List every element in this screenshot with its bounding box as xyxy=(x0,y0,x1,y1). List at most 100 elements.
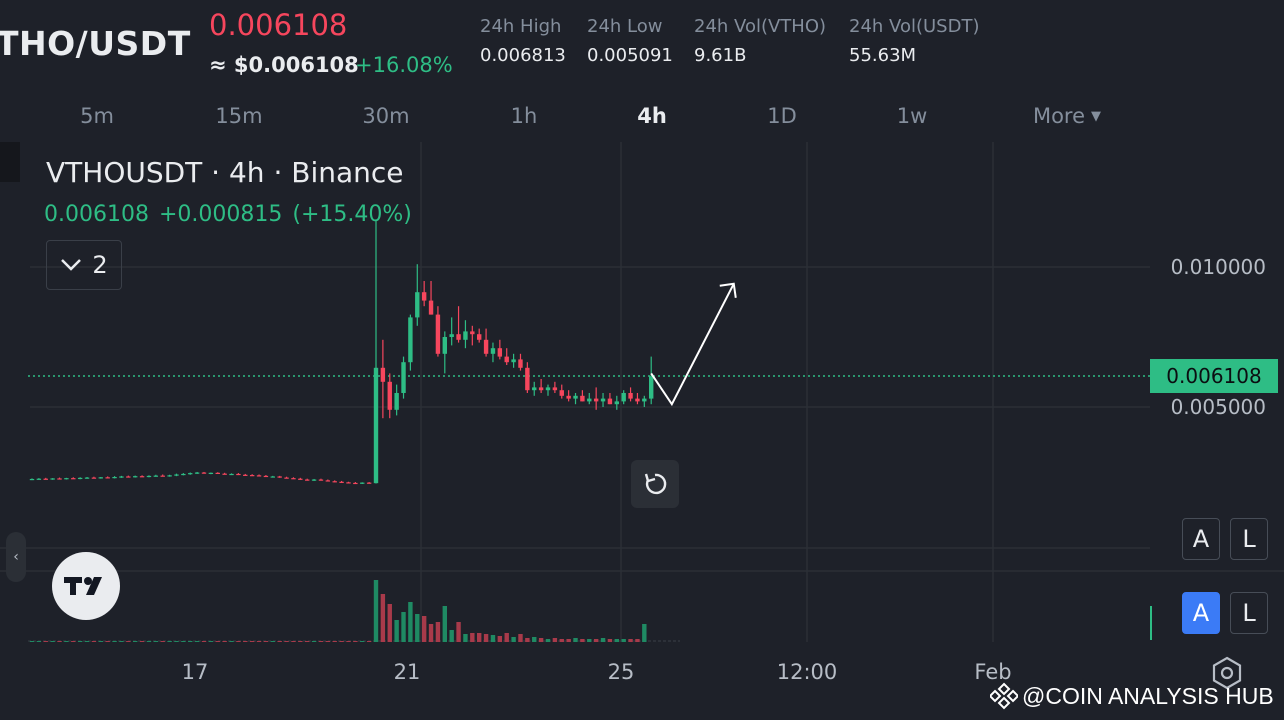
volume-bar xyxy=(133,641,138,642)
candle-body xyxy=(532,387,537,391)
volume-bar xyxy=(511,637,516,642)
candle-body xyxy=(621,393,626,402)
legend-pct-change: (+15.40%) xyxy=(292,202,412,227)
candle-body xyxy=(449,334,454,337)
candle-body xyxy=(628,393,633,399)
candle-body xyxy=(421,292,427,301)
volume-auto-scale-button[interactable]: A xyxy=(1182,592,1220,634)
candle-body xyxy=(477,334,482,340)
volume-bar xyxy=(236,641,241,642)
candle-body xyxy=(580,395,585,402)
candle-body xyxy=(153,475,159,477)
chart-area[interactable] xyxy=(0,142,1284,720)
chevron-left-icon[interactable]: ‹ xyxy=(6,532,26,582)
candle-body xyxy=(215,472,220,474)
volume-bar xyxy=(614,639,619,642)
volume-bar xyxy=(442,606,447,642)
stat-24h-vol-base: 24h Vol(VTHO) 9.61B xyxy=(694,16,826,66)
volume-bar xyxy=(188,641,193,642)
volume-bar xyxy=(201,641,207,642)
candle-body xyxy=(305,479,310,481)
candle-body xyxy=(415,292,420,318)
volume-bar xyxy=(566,639,571,642)
arrowhead-icon xyxy=(719,282,737,298)
volume-bar xyxy=(332,641,337,642)
candle-body xyxy=(249,475,255,477)
volume-log-scale-button[interactable]: L xyxy=(1230,592,1268,634)
time-axis-label: 25 xyxy=(607,660,635,684)
candle-body xyxy=(456,334,461,340)
tradingview-logo[interactable] xyxy=(52,552,120,620)
candle-body xyxy=(518,359,523,368)
candle-body xyxy=(105,477,110,479)
volume-bar xyxy=(57,641,62,642)
volume-bar xyxy=(600,638,606,642)
stat-24h-low: 24h Low 0.005091 xyxy=(587,16,673,66)
candle-body xyxy=(139,476,145,478)
stat-24h-high: 24h High 0.006813 xyxy=(480,16,566,66)
tab-4h[interactable]: 4h xyxy=(637,104,667,128)
settings-icon[interactable] xyxy=(1210,656,1244,690)
volume-bar xyxy=(339,641,344,642)
volume-bar xyxy=(174,641,179,642)
tab-5m[interactable]: 5m xyxy=(80,104,114,128)
stat-value: 0.005091 xyxy=(587,45,673,66)
volume-bar xyxy=(380,594,386,642)
candle-body xyxy=(91,477,97,479)
candle-body xyxy=(573,395,578,399)
volume-bar xyxy=(77,641,83,642)
candle-body xyxy=(222,473,227,475)
auto-scale-button[interactable]: A xyxy=(1182,518,1220,560)
tab-1d[interactable]: 1D xyxy=(767,104,797,128)
candle-body xyxy=(256,475,262,477)
reset-chart-button[interactable] xyxy=(631,460,679,508)
stat-value: 0.006813 xyxy=(480,45,566,66)
candle-body xyxy=(112,477,117,479)
candle-body xyxy=(394,393,399,410)
tab-15m[interactable]: 15m xyxy=(215,104,263,128)
interval-tabs: 5m 15m 30m 1h 4h 1D 1w More ▼ xyxy=(0,92,1284,142)
tab-more[interactable]: More ▼ xyxy=(1033,104,1101,128)
candle-body xyxy=(600,398,606,402)
chart-overlay xyxy=(650,282,737,407)
price-axis-label: 0.005000 xyxy=(1170,395,1266,419)
volume-bar xyxy=(71,641,76,642)
tab-1w[interactable]: 1w xyxy=(896,104,928,128)
log-scale-button[interactable]: L xyxy=(1230,518,1268,560)
volume-bar xyxy=(194,641,200,642)
volume-bar xyxy=(222,641,227,642)
indicators-toggle-button[interactable]: 2 xyxy=(46,240,122,290)
chevron-down-icon xyxy=(61,259,82,271)
volume-bar xyxy=(642,624,647,642)
volume-bar xyxy=(360,641,365,642)
candle-body xyxy=(353,482,358,485)
candle-body xyxy=(325,480,331,482)
time-axis-label: 21 xyxy=(393,660,421,684)
price-change-percent: +16.08% xyxy=(355,53,453,77)
candle-body xyxy=(236,473,241,476)
candle-body xyxy=(208,472,214,474)
candle-body xyxy=(490,348,496,354)
tab-30m[interactable]: 30m xyxy=(362,104,410,128)
volume-bar xyxy=(311,641,317,642)
volume-bar xyxy=(401,612,406,642)
candlestick-chart[interactable] xyxy=(0,142,1284,720)
volume-bar xyxy=(463,634,468,642)
reset-icon xyxy=(644,473,667,495)
volume-bar xyxy=(483,634,489,642)
volume-bar xyxy=(573,638,578,642)
candle-body xyxy=(167,475,172,477)
volume-bar xyxy=(408,602,413,642)
tab-1h[interactable]: 1h xyxy=(510,104,538,128)
candle-body xyxy=(318,479,324,481)
volume-bar xyxy=(353,641,358,642)
candle-body xyxy=(98,477,103,479)
candle-body xyxy=(559,390,564,396)
stat-label: 24h High xyxy=(480,16,562,37)
watermark-text: @COIN ANALYSIS HUB xyxy=(1022,682,1274,709)
candle-body xyxy=(566,395,571,399)
candle-body xyxy=(360,482,365,484)
candle-body xyxy=(635,398,640,402)
drawing-toolbar-edge xyxy=(0,142,20,182)
volume-bar xyxy=(243,641,248,642)
